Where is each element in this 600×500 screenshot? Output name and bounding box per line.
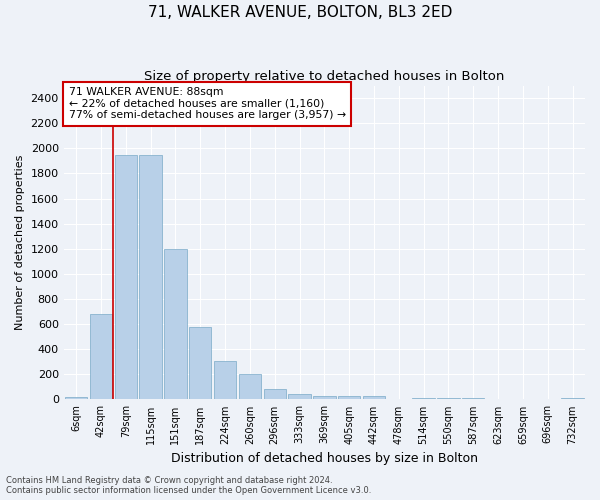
Bar bbox=[65, 397, 87, 400]
Bar bbox=[263, 390, 286, 400]
Bar bbox=[512, 399, 534, 400]
Bar bbox=[338, 396, 361, 400]
Bar bbox=[412, 398, 435, 400]
Bar bbox=[313, 396, 335, 400]
Bar bbox=[214, 360, 236, 400]
Y-axis label: Number of detached properties: Number of detached properties bbox=[15, 155, 25, 330]
Text: Contains HM Land Registry data © Crown copyright and database right 2024.
Contai: Contains HM Land Registry data © Crown c… bbox=[6, 476, 371, 495]
Bar bbox=[164, 249, 187, 400]
Bar bbox=[462, 398, 484, 400]
Bar bbox=[115, 154, 137, 400]
Bar bbox=[239, 374, 261, 400]
Bar bbox=[363, 396, 385, 400]
Bar bbox=[388, 399, 410, 400]
Bar bbox=[562, 398, 584, 400]
Bar bbox=[90, 314, 112, 400]
Text: 71 WALKER AVENUE: 88sqm
← 22% of detached houses are smaller (1,160)
77% of semi: 71 WALKER AVENUE: 88sqm ← 22% of detache… bbox=[69, 87, 346, 120]
Bar bbox=[536, 399, 559, 400]
Bar bbox=[139, 154, 162, 400]
Text: 71, WALKER AVENUE, BOLTON, BL3 2ED: 71, WALKER AVENUE, BOLTON, BL3 2ED bbox=[148, 5, 452, 20]
Bar bbox=[189, 326, 211, 400]
Title: Size of property relative to detached houses in Bolton: Size of property relative to detached ho… bbox=[144, 70, 505, 83]
X-axis label: Distribution of detached houses by size in Bolton: Distribution of detached houses by size … bbox=[171, 452, 478, 465]
Bar bbox=[437, 398, 460, 400]
Bar bbox=[487, 399, 509, 400]
Bar bbox=[289, 394, 311, 400]
